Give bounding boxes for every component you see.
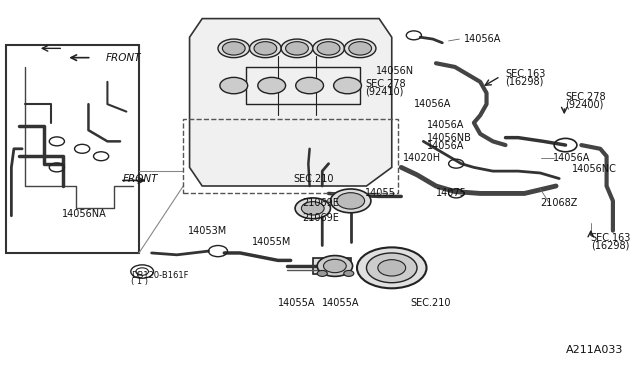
Circle shape bbox=[301, 202, 324, 215]
Circle shape bbox=[333, 77, 362, 94]
Text: 14075: 14075 bbox=[436, 189, 467, 198]
Circle shape bbox=[281, 39, 313, 58]
Text: SEC.278: SEC.278 bbox=[365, 79, 406, 89]
Text: SEC.163: SEC.163 bbox=[591, 233, 631, 243]
Text: 14055: 14055 bbox=[365, 189, 396, 198]
Text: ( 1 ): ( 1 ) bbox=[131, 277, 148, 286]
Text: SEC.210: SEC.210 bbox=[411, 298, 451, 308]
Text: 14056N: 14056N bbox=[376, 66, 414, 76]
Circle shape bbox=[323, 259, 346, 273]
Circle shape bbox=[295, 198, 330, 219]
Circle shape bbox=[367, 253, 417, 283]
Text: 14056NC: 14056NC bbox=[572, 164, 617, 174]
Text: 14055M: 14055M bbox=[252, 237, 291, 247]
Text: 14056A: 14056A bbox=[426, 141, 464, 151]
Text: 14055A: 14055A bbox=[323, 298, 360, 308]
Text: 14020H: 14020H bbox=[403, 153, 441, 163]
Circle shape bbox=[313, 39, 344, 58]
Text: 21069E: 21069E bbox=[302, 214, 339, 223]
Circle shape bbox=[218, 39, 250, 58]
Text: 14055A: 14055A bbox=[278, 298, 316, 308]
Text: 14056A: 14056A bbox=[465, 34, 502, 44]
Text: SEC.210: SEC.210 bbox=[294, 174, 334, 183]
Circle shape bbox=[223, 42, 245, 55]
Circle shape bbox=[378, 260, 406, 276]
Text: A211A033: A211A033 bbox=[566, 345, 623, 355]
Bar bbox=[6, 45, 139, 253]
Text: 14053M: 14053M bbox=[188, 226, 228, 235]
Circle shape bbox=[317, 42, 340, 55]
Text: 14056A: 14056A bbox=[426, 120, 464, 129]
Circle shape bbox=[349, 42, 372, 55]
Text: 14056NA: 14056NA bbox=[62, 209, 107, 219]
Circle shape bbox=[344, 270, 354, 276]
Circle shape bbox=[330, 189, 371, 213]
Circle shape bbox=[254, 42, 276, 55]
Circle shape bbox=[285, 42, 308, 55]
Text: (16298): (16298) bbox=[506, 77, 544, 87]
Circle shape bbox=[344, 39, 376, 58]
Circle shape bbox=[337, 193, 365, 209]
Polygon shape bbox=[189, 19, 392, 186]
Circle shape bbox=[250, 39, 281, 58]
Text: 14056NB: 14056NB bbox=[426, 133, 472, 142]
Text: (92410): (92410) bbox=[365, 86, 404, 96]
Text: SEC.163: SEC.163 bbox=[506, 70, 546, 79]
Circle shape bbox=[317, 256, 353, 276]
Text: FRONT: FRONT bbox=[106, 53, 141, 62]
Text: SEC.278: SEC.278 bbox=[566, 92, 606, 102]
Circle shape bbox=[357, 247, 426, 288]
Text: (92400): (92400) bbox=[566, 99, 604, 109]
Circle shape bbox=[317, 270, 327, 276]
Bar bbox=[183, 119, 398, 193]
Text: 14056A: 14056A bbox=[414, 99, 451, 109]
Text: 21069E: 21069E bbox=[302, 198, 339, 208]
Text: (16298): (16298) bbox=[591, 241, 629, 250]
Circle shape bbox=[258, 77, 285, 94]
Circle shape bbox=[220, 77, 248, 94]
Text: DB120-B161F: DB120-B161F bbox=[131, 271, 189, 280]
Text: FRONT: FRONT bbox=[124, 174, 159, 183]
Text: 21068Z: 21068Z bbox=[540, 198, 578, 208]
Circle shape bbox=[296, 77, 323, 94]
Bar bbox=[313, 258, 351, 275]
Text: 14056A: 14056A bbox=[553, 153, 590, 163]
